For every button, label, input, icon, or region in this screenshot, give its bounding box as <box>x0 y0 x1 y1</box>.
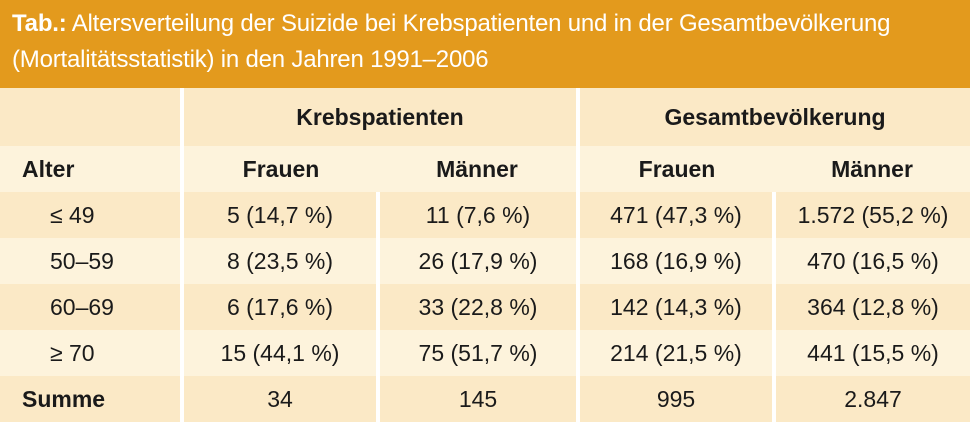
title-line-1: Tab.: Altersverteilung der Suizide bei K… <box>12 6 958 42</box>
data-cell: 471 (47,3 %) <box>576 192 774 238</box>
table-row: 50–59 8 (23,5 %) 26 (17,9 %) 168 (16,9 %… <box>0 238 970 284</box>
sum-cell: 995 <box>576 376 774 422</box>
group-header-row: Krebspatienten Gesamtbevölkerung <box>0 88 970 146</box>
age-cell: ≤ 49 <box>50 201 95 228</box>
title-lead: Tab.: <box>12 10 67 37</box>
data-cell: 5 (14,7 %) <box>180 192 378 238</box>
data-cell: 1.572 (55,2 %) <box>771 192 970 238</box>
group-gesamtbevoelkerung: Gesamtbevölkerung <box>575 88 970 146</box>
empty-corner <box>0 88 182 146</box>
data-cell: 168 (16,9 %) <box>576 238 774 284</box>
col-maenner-krebs: Männer <box>436 155 518 182</box>
data-cell: 26 (17,9 %) <box>376 238 578 284</box>
col-alter: Alter <box>22 155 75 182</box>
data-cell: 11 (7,6 %) <box>376 192 578 238</box>
data-cell: 6 (17,6 %) <box>180 284 378 330</box>
table-row: 60–69 6 (17,6 %) 33 (22,8 %) 142 (14,3 %… <box>0 284 970 330</box>
data-cell: 441 (15,5 %) <box>771 330 970 376</box>
data-cell: 470 (16,5 %) <box>771 238 970 284</box>
data-cell: 214 (21,5 %) <box>576 330 774 376</box>
age-cell: 60–69 <box>50 293 114 320</box>
col-maenner-gesamt: Männer <box>831 155 913 182</box>
data-cell: 15 (44,1 %) <box>180 330 378 376</box>
table-title: Tab.: Altersverteilung der Suizide bei K… <box>0 0 970 88</box>
data-cell: 33 (22,8 %) <box>376 284 578 330</box>
sum-cell: 145 <box>376 376 578 422</box>
col-frauen-krebs: Frauen <box>180 146 378 192</box>
sum-cell: 2.847 <box>771 376 970 422</box>
title-line-2: (Mortalitätsstatistik) in den Jahren 199… <box>12 46 489 73</box>
sub-header-row: Alter Frauen Männer Frauen Männer <box>0 146 970 192</box>
sum-label: Summe <box>22 385 106 412</box>
data-cell: 142 (14,3 %) <box>576 284 774 330</box>
age-cell: ≥ 70 <box>50 339 95 366</box>
data-cell: 75 (51,7 %) <box>376 330 578 376</box>
group-krebspatienten: Krebspatienten <box>180 88 578 146</box>
table-row: ≥ 70 15 (44,1 %) 75 (51,7 %) 214 (21,5 %… <box>0 330 970 376</box>
age-cell: 50–59 <box>50 247 114 274</box>
data-cell: 364 (12,8 %) <box>771 284 970 330</box>
sum-row: Summe 34 145 995 2.847 <box>0 376 970 422</box>
data-cell: 8 (23,5 %) <box>180 238 378 284</box>
table-row: ≤ 49 5 (14,7 %) 11 (7,6 %) 471 (47,3 %) … <box>0 192 970 238</box>
col-frauen-gesamt: Frauen <box>576 146 774 192</box>
title-text: Altersverteilung der Suizide bei Krebspa… <box>66 10 891 37</box>
sum-cell: 34 <box>180 376 378 422</box>
suicide-age-table: Krebspatienten Gesamtbevölkerung Alter F… <box>0 88 970 422</box>
